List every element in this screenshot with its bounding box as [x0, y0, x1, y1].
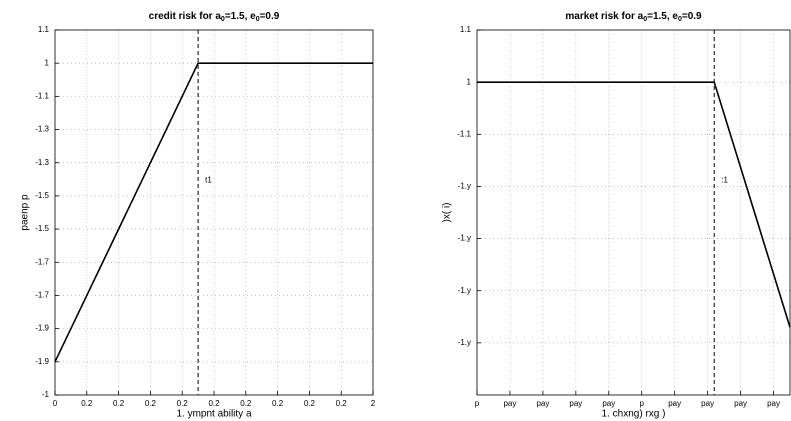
plot-frame	[476, 29, 791, 396]
y-tick-label: 1.1	[460, 25, 472, 34]
data-line	[54, 62, 373, 363]
x-tick-label: 0.2	[240, 399, 252, 408]
y-tick-label: -1.9	[35, 324, 49, 333]
x-tick-label: 0	[53, 399, 58, 408]
x-tick-label: pay	[701, 399, 714, 408]
x-tick-label: 0.2	[208, 399, 220, 408]
y-tick-label: -1.1	[457, 129, 471, 138]
plot-frame	[54, 29, 374, 396]
subplot: 0 0.2 0.2 0.2 0.2 0.2 0.2 0.2 0.2 0.2 2 -1 -1.9 -1.9 -…	[20, 11, 376, 420]
y-tick-label: -1.7	[35, 291, 49, 300]
y-tick-label: -1.y	[458, 338, 471, 347]
x-tick-label: pay	[503, 399, 516, 408]
subplot: p pay pay pay pay p pay pay pay pay -1.y -1.y -1.y -1…	[442, 11, 791, 420]
chart-title: credit risk for a0=1.5, e0=0.9	[149, 11, 280, 23]
x-tick-label: pay	[602, 399, 615, 408]
title-part: 0	[678, 16, 682, 23]
y-tick-label: -1.7	[35, 257, 49, 266]
x-tick-label: p	[640, 399, 645, 408]
title-part: credit risk for a	[149, 11, 222, 22]
x-tick-label: p	[475, 399, 480, 408]
x-tick-label: 0.2	[81, 399, 93, 408]
title-part: =0.9	[260, 11, 280, 22]
title-part: 0	[643, 16, 647, 23]
y-tick-label: -1.9	[35, 357, 49, 366]
data-line	[477, 81, 791, 328]
y-axis-label: paenp p	[20, 194, 31, 231]
x-axis-label: 1. ympnt ability a	[176, 409, 251, 420]
x-tick-label: 0.2	[177, 399, 189, 408]
x-tick-label: pay	[734, 399, 747, 408]
x-tick-label: pay	[668, 399, 681, 408]
x-tick-label: 0.2	[272, 399, 284, 408]
annotation: :1	[721, 176, 728, 185]
y-axis-label: )x( i)	[442, 203, 453, 223]
y-tick-label: -1.y	[458, 182, 471, 191]
title-part: 0	[256, 16, 260, 23]
x-tick-label: pay	[767, 399, 780, 408]
x-tick-label: pay	[536, 399, 549, 408]
x-tick-label: 0.2	[304, 399, 316, 408]
y-tick-label: 1	[45, 58, 50, 67]
y-tick-label: 1.1	[38, 25, 50, 34]
title-part: 0	[221, 16, 225, 23]
title-part: =0.9	[682, 11, 702, 22]
title-part: =1.5, e	[647, 11, 678, 22]
x-tick-label: 2	[371, 399, 376, 408]
y-tick-label: -1.5	[35, 224, 49, 233]
y-tick-label: 1	[467, 77, 472, 86]
y-tick-label: -1	[42, 390, 50, 399]
y-tick-label: -1.1	[35, 91, 49, 100]
title-part: market risk for a	[565, 11, 643, 22]
title-part: =1.5, e	[225, 11, 256, 22]
x-tick-label: 0.2	[336, 399, 348, 408]
x-tick-label: 0.2	[113, 399, 125, 408]
chart-title: market risk for a0=1.5, e0=0.9	[565, 11, 702, 23]
x-tick-label: pay	[569, 399, 582, 408]
x-axis-label: 1. chxng) rxg )	[602, 409, 666, 420]
y-tick-label: -1.5	[35, 191, 49, 200]
y-tick-label: -1.y	[458, 286, 471, 295]
y-tick-label: -1.3	[35, 125, 49, 134]
y-tick-label: -1.3	[35, 158, 49, 167]
x-tick-label: 0.2	[145, 399, 157, 408]
y-tick-label: -1.y	[458, 234, 471, 243]
annotation: t1	[205, 176, 212, 185]
